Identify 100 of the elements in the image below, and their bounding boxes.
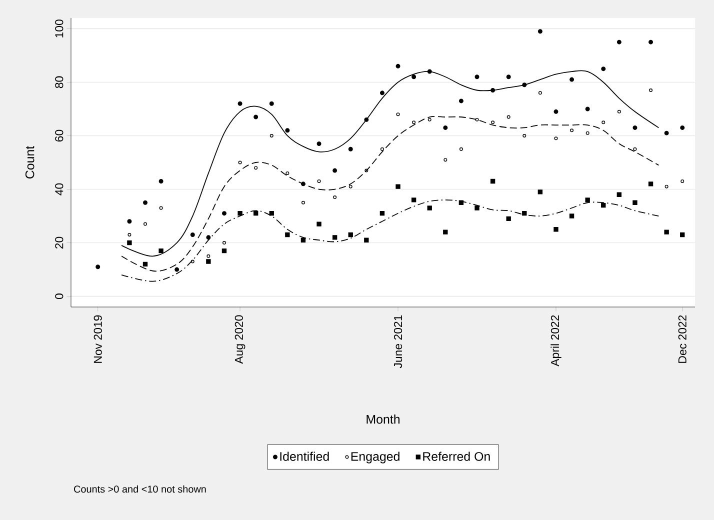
- point: [616, 192, 622, 197]
- point: [380, 147, 384, 151]
- point: [680, 125, 685, 130]
- point: [300, 238, 306, 242]
- point: [490, 88, 496, 92]
- point: [128, 233, 132, 236]
- point: [222, 248, 227, 254]
- point: [316, 142, 322, 146]
- point: [585, 106, 590, 112]
- point: [428, 118, 432, 122]
- point: [142, 262, 148, 267]
- point: [458, 98, 464, 104]
- point: [143, 200, 148, 205]
- x-tick-label: Aug 2020: [234, 315, 246, 364]
- point: [490, 178, 496, 184]
- point: [301, 200, 305, 204]
- point: [269, 211, 274, 216]
- legend-label: Identified: [280, 452, 329, 461]
- point: [569, 214, 574, 218]
- point: [396, 112, 400, 116]
- point: [190, 232, 195, 237]
- point: [586, 131, 590, 135]
- y-tick-label: 40: [55, 183, 64, 196]
- point: [664, 230, 669, 234]
- line-series: [121, 116, 660, 272]
- point: [206, 259, 211, 264]
- point: [633, 147, 637, 151]
- point: [458, 200, 464, 205]
- y-tick-label: 20: [55, 236, 64, 249]
- point: [680, 179, 684, 183]
- point: [648, 40, 654, 44]
- x-tick-label: Dec 2022: [678, 315, 686, 363]
- point: [96, 264, 100, 270]
- point: [270, 134, 274, 138]
- point: [475, 118, 479, 122]
- point: [554, 227, 558, 232]
- point: [127, 240, 132, 246]
- point: [332, 168, 338, 173]
- point: [396, 64, 400, 68]
- point: [285, 128, 290, 133]
- point: [427, 206, 432, 210]
- point: [474, 74, 480, 80]
- point: [632, 200, 638, 205]
- point: [222, 241, 226, 245]
- point: [269, 101, 274, 106]
- point: [300, 182, 306, 186]
- point: [412, 74, 416, 80]
- point: [332, 235, 338, 240]
- point: [538, 29, 542, 34]
- point: [522, 211, 527, 216]
- point: [238, 211, 242, 216]
- point: [570, 128, 574, 132]
- point: [616, 40, 622, 44]
- point: [190, 260, 194, 264]
- point: [443, 230, 448, 234]
- point: [601, 66, 606, 72]
- point: [459, 147, 463, 151]
- point: [380, 211, 385, 216]
- point: [144, 222, 147, 226]
- point: [617, 110, 621, 114]
- point: [443, 125, 448, 130]
- point: [506, 115, 510, 119]
- point: [286, 171, 290, 175]
- point: [601, 202, 606, 208]
- point: [364, 168, 368, 172]
- point: [333, 196, 337, 200]
- point: [158, 248, 164, 254]
- point: [491, 120, 495, 124]
- point: [238, 101, 242, 106]
- point: [158, 178, 164, 184]
- point: [411, 198, 416, 202]
- point: [570, 77, 574, 82]
- point: [664, 130, 669, 136]
- point: [127, 219, 132, 224]
- point: [174, 267, 180, 272]
- point: [585, 198, 590, 202]
- point: [254, 166, 258, 170]
- text: Counts >0 and <10 not shown: [74, 485, 206, 493]
- point: [506, 74, 511, 80]
- point: [348, 184, 352, 188]
- point: [317, 179, 321, 183]
- point: [206, 235, 211, 240]
- y-tick-label: 60: [55, 130, 64, 142]
- point: [253, 211, 258, 216]
- y-tick-label: 0: [55, 294, 64, 300]
- point: [522, 82, 527, 88]
- point: [285, 232, 290, 238]
- x-tick-label: Nov 2019: [94, 315, 102, 363]
- legend-label: Engaged: [351, 452, 400, 464]
- point: [159, 206, 163, 210]
- point: [380, 90, 384, 96]
- x-tick-label: June 2021: [394, 315, 402, 368]
- point: [602, 120, 606, 124]
- point: [316, 222, 322, 226]
- y-axis-title: Count: [25, 146, 34, 178]
- y-tick-label: 100: [55, 20, 64, 38]
- point: [554, 136, 558, 140]
- point: [649, 88, 653, 92]
- point: [538, 91, 542, 95]
- x-tick-label: April 2022: [550, 315, 562, 366]
